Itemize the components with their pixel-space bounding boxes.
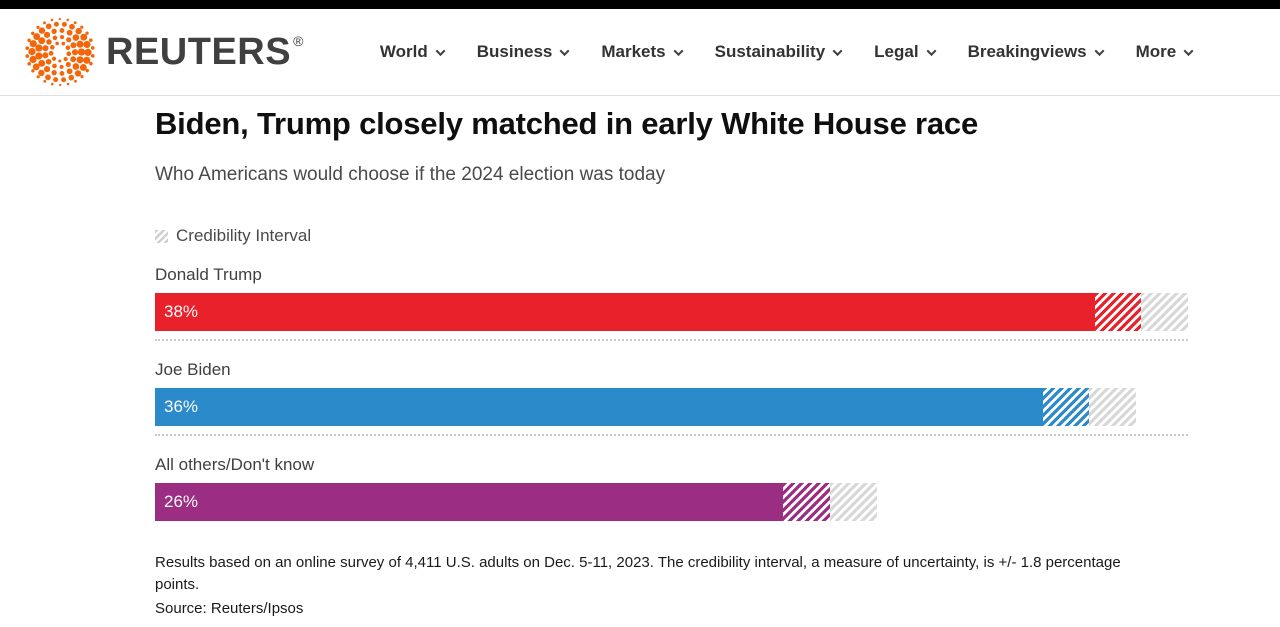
- nav-item-legal[interactable]: Legal: [874, 42, 937, 62]
- nav-label: Business: [476, 42, 553, 61]
- source-line: Source: Reuters/Ipsos: [155, 600, 304, 618]
- nav-label: Markets: [601, 42, 666, 61]
- page-title: Biden, Trump closely matched in early Wh…: [155, 106, 979, 141]
- credibility-interval-swatch-icon: [155, 229, 168, 243]
- reuters-home-link[interactable]: REUTERS ®: [24, 16, 304, 88]
- bar-value-label: 26%: [164, 492, 199, 512]
- chart-row-others: All others/Don't know 26%: [155, 455, 1188, 522]
- bar-track: 36%: [155, 388, 1188, 427]
- chevron-down-icon: [1094, 45, 1105, 56]
- top-black-bar: [0, 0, 1280, 9]
- chevron-down-icon: [1183, 45, 1194, 56]
- page-subtitle: Who Americans would choose if the 2024 e…: [155, 164, 666, 186]
- nav-label: World: [379, 42, 428, 61]
- chevron-down-icon: [559, 45, 570, 56]
- bar-category-label: Joe Biden: [155, 360, 231, 380]
- bar-interval-hatch-gray: [1089, 388, 1137, 427]
- bar-interval-hatch-gray: [829, 483, 877, 522]
- nav-item-world[interactable]: World: [379, 42, 446, 62]
- bar-category-label: All others/Don't know: [155, 455, 315, 475]
- chevron-down-icon: [926, 45, 937, 56]
- dotted-row-separator: [155, 434, 1188, 437]
- chart-footnotes: Results based on an online survey of 4,4…: [155, 552, 1130, 620]
- bar-interval-hatch-colored: [783, 483, 830, 522]
- nav-item-markets[interactable]: Markets: [601, 42, 684, 62]
- bar-value-label: 36%: [164, 397, 199, 417]
- bar-interval-hatch-colored: [1094, 293, 1142, 332]
- reuters-logo-icon: [25, 17, 95, 87]
- bar-value-label: 38%: [164, 302, 199, 322]
- chevron-down-icon: [673, 45, 684, 56]
- bar-track: 26%: [155, 483, 1188, 522]
- brand-text: REUTERS: [106, 31, 292, 73]
- poll-bar-chart: Credibility Interval Donald Trump 38% Jo…: [155, 226, 1188, 522]
- site-header: REUTERS ® World Business Markets Sustain…: [0, 9, 1280, 96]
- nav-item-more[interactable]: More: [1135, 42, 1194, 62]
- nav-item-breakingviews[interactable]: Breakingviews: [967, 42, 1105, 62]
- bar-solid-segment: 38%: [155, 293, 1095, 332]
- nav-label: More: [1135, 42, 1177, 61]
- bar-interval-hatch-colored: [1042, 388, 1090, 427]
- bar-category-label: Donald Trump: [155, 265, 262, 285]
- chevron-down-icon: [832, 45, 843, 56]
- nav-label: Legal: [874, 42, 919, 61]
- legend-label: Credibility Interval: [176, 226, 312, 246]
- nav-item-business[interactable]: Business: [476, 42, 570, 62]
- chevron-down-icon: [435, 45, 446, 56]
- reuters-wordmark: REUTERS ®: [106, 33, 304, 71]
- chart-row-trump: Donald Trump 38%: [155, 265, 1188, 342]
- dotted-row-separator: [155, 339, 1188, 342]
- main-nav: World Business Markets Sustainability Le…: [379, 42, 1194, 62]
- article-body: Biden, Trump closely matched in early Wh…: [0, 96, 1280, 620]
- methodology-note: Results based on an online survey of 4,4…: [155, 554, 1121, 594]
- nav-item-sustainability[interactable]: Sustainability: [714, 42, 843, 62]
- bar-track: 38%: [155, 293, 1188, 332]
- nav-label: Breakingviews: [967, 42, 1087, 61]
- bar-solid-segment: 26%: [155, 483, 784, 522]
- bar-interval-hatch-gray: [1141, 293, 1188, 332]
- chart-row-biden: Joe Biden 36%: [155, 360, 1188, 437]
- registered-trademark: ®: [293, 33, 304, 49]
- chart-legend: Credibility Interval: [155, 226, 1188, 246]
- bar-solid-segment: 36%: [155, 388, 1043, 427]
- nav-label: Sustainability: [714, 42, 826, 61]
